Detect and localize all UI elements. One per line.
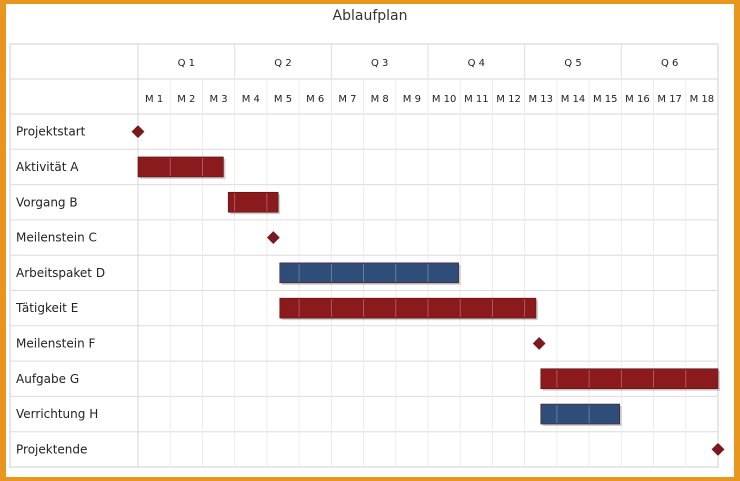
month-label: M 12 [496,94,521,105]
task-label: Projektende [16,442,87,456]
quarter-label: Q 1 [178,58,195,69]
task-bar [227,191,279,213]
month-label: M 3 [209,94,227,105]
milestone-marker [531,335,547,352]
month-label: M 9 [403,94,421,105]
quarter-label: Q 3 [371,58,388,69]
quarter-label: Q 6 [661,58,678,69]
task-label: Meilenstein C [16,231,97,245]
task-bar [540,368,719,390]
milestone-marker [265,229,281,246]
task-bar [540,403,621,425]
milestone-marker [130,124,146,140]
month-label: M 5 [274,94,292,105]
quarter-label: Q 5 [564,58,581,69]
milestone-marker [710,441,726,457]
quarter-label: Q 2 [274,58,291,69]
quarter-label: Q 4 [468,58,485,69]
task-label: Arbeitspaket D [16,266,105,280]
task-label: Vorgang B [16,195,78,209]
task-label: Aufgabe G [16,372,79,386]
month-label: M 2 [177,94,195,105]
month-label: M 7 [338,94,356,105]
task-bar [279,297,537,319]
task-bar [279,262,459,284]
month-label: M 10 [432,94,457,105]
month-label: M 16 [625,94,650,105]
month-label: M 18 [690,94,715,105]
chart-title: Ablaufplan [332,8,408,24]
month-label: M 15 [593,94,618,105]
month-label: M 1 [145,94,163,105]
month-label: M 17 [657,94,682,105]
task-label: Verrichtung H [16,407,98,421]
task-label: Meilenstein F [16,336,95,350]
task-bar [137,156,224,178]
month-label: M 8 [371,94,389,105]
task-label: Tätigkeit E [15,301,78,315]
task-label: Projektstart [16,125,86,139]
month-label: M 6 [306,94,324,105]
month-label: M 14 [561,94,586,105]
task-label: Aktivität A [16,160,79,174]
month-label: M 11 [464,94,489,105]
month-label: M 13 [529,94,554,105]
month-label: M 4 [242,94,260,105]
